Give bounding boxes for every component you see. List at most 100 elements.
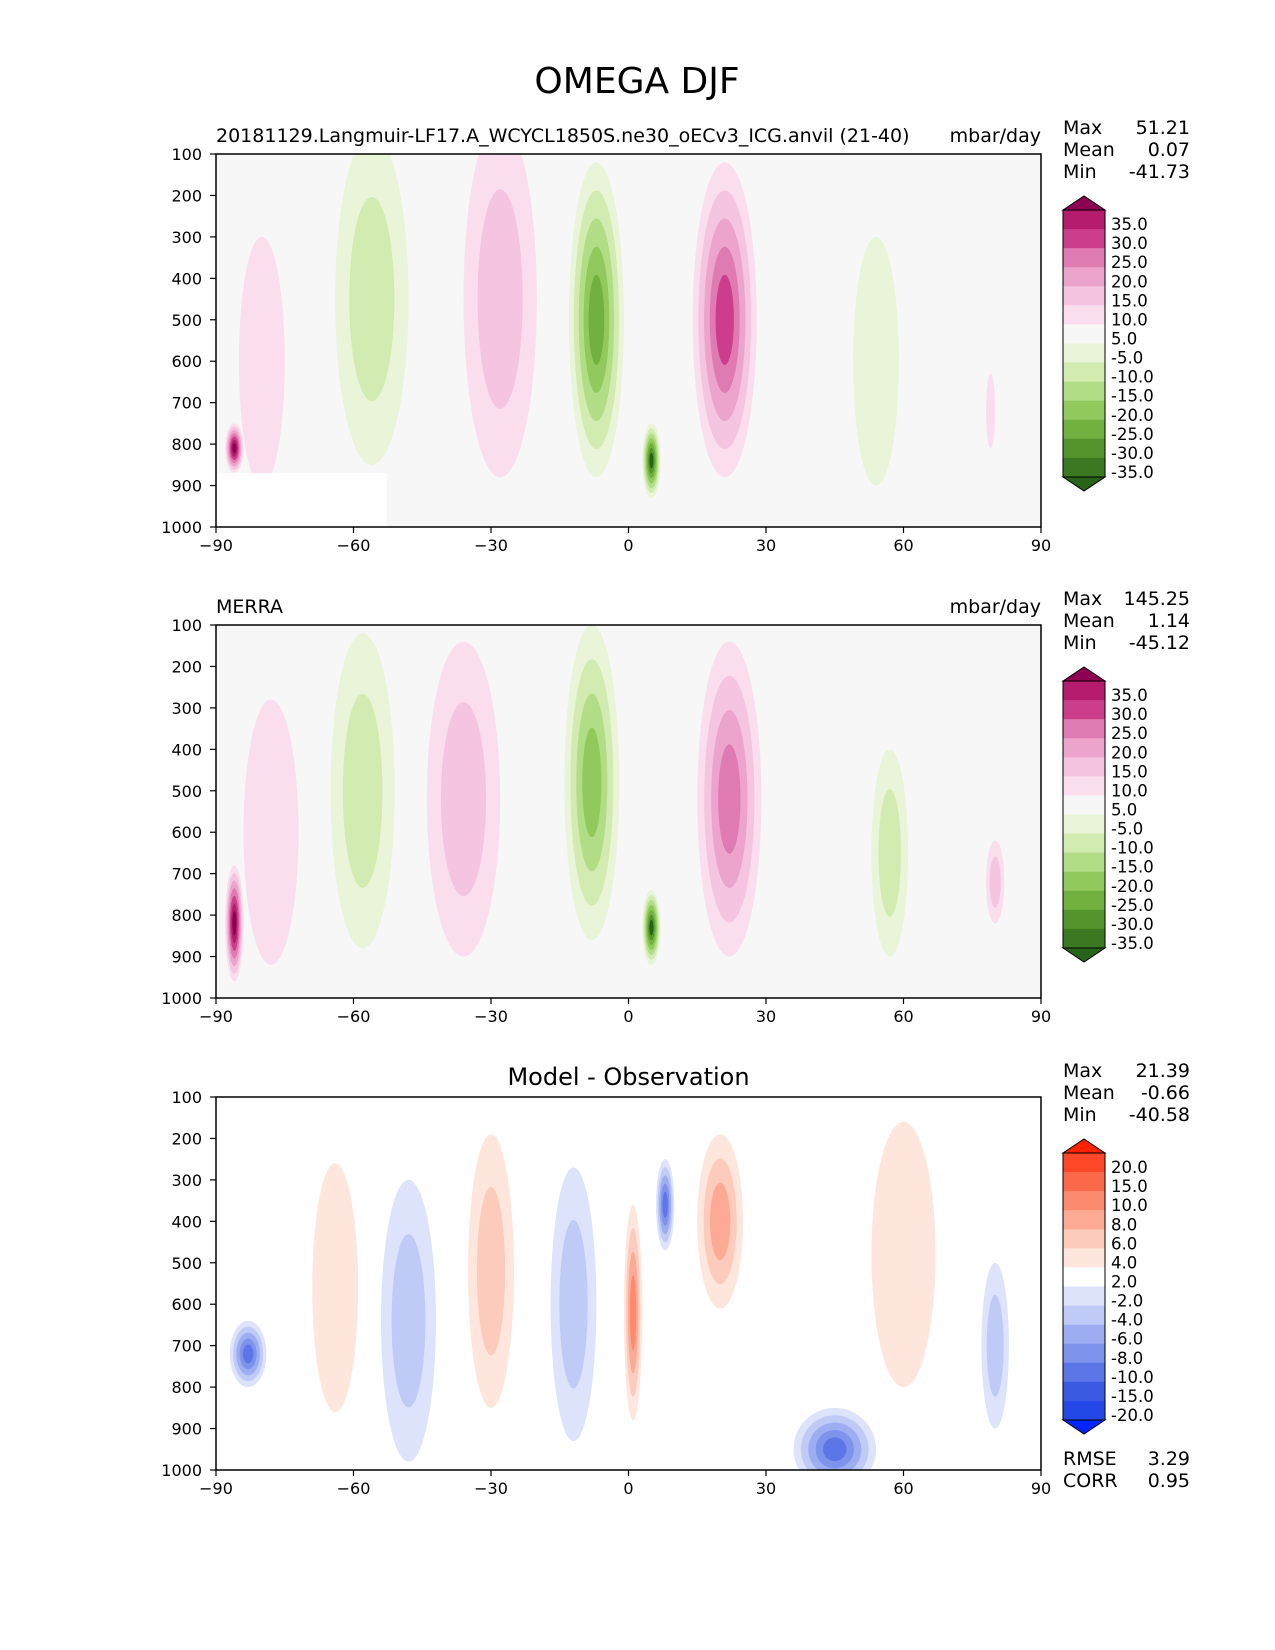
contour-band — [582, 727, 602, 838]
colorbar-label: -35.0 — [1111, 934, 1154, 953]
colorbar-label: -10.0 — [1111, 1368, 1154, 1387]
contour-band — [629, 1275, 637, 1350]
colorbar-label: -15.0 — [1111, 858, 1154, 877]
colorbar-label: 15.0 — [1111, 1177, 1148, 1196]
y-tick-label: 500 — [171, 782, 202, 801]
colorbar-label: 25.0 — [1111, 724, 1148, 743]
colorbar-swatch — [1063, 700, 1105, 720]
colorbar-label: 6.0 — [1111, 1234, 1137, 1253]
colorbar-label: -15.0 — [1111, 1387, 1154, 1406]
x-tick-label: 90 — [1031, 536, 1051, 555]
colorbar-label: -4.0 — [1111, 1311, 1143, 1330]
figure-title: OMEGA DJF — [534, 61, 739, 102]
stat-value-min: -41.73 — [1129, 161, 1190, 183]
y-tick-label: 700 — [171, 394, 202, 413]
colorbar-swatch — [1063, 400, 1105, 421]
x-tick-label: 0 — [623, 1479, 633, 1498]
x-tick-label: 30 — [756, 1007, 776, 1026]
colorbar-swatch — [1063, 738, 1105, 758]
x-tick-label: −60 — [337, 1007, 371, 1026]
colorbar-swatch — [1063, 852, 1105, 873]
contour-band — [649, 452, 654, 469]
contour-band — [718, 744, 741, 854]
contour-band — [476, 1186, 506, 1356]
colorbar-swatch — [1063, 681, 1105, 701]
colorbar-frame — [1062, 209, 1106, 478]
colorbar-label: 35.0 — [1111, 686, 1148, 705]
y-tick-label: 200 — [171, 657, 202, 676]
contour-field — [217, 1121, 1009, 1470]
colorbar-swatch — [1063, 795, 1105, 815]
y-tick-label: 800 — [171, 906, 202, 925]
contour-band — [232, 911, 237, 936]
x-tick-label: 0 — [623, 1007, 633, 1026]
contour-band — [440, 702, 487, 896]
y-tick-label: 100 — [171, 616, 202, 635]
colorbar-label: 30.0 — [1111, 705, 1148, 724]
contour-band — [878, 789, 902, 917]
colorbar-label: 20.0 — [1111, 272, 1148, 291]
colorbar-label: -5.0 — [1111, 349, 1143, 368]
colorbar-label: -10.0 — [1111, 368, 1154, 387]
colorbar-label: 2.0 — [1111, 1273, 1137, 1292]
colorbar-swatch — [1063, 1153, 1105, 1173]
y-tick-label: 1000 — [161, 989, 202, 1008]
colorbar-label: 10.0 — [1111, 310, 1148, 329]
x-tick-label: 30 — [756, 536, 776, 555]
masked-region — [217, 473, 387, 527]
colorbar-label: 35.0 — [1111, 215, 1148, 234]
colorbar-swatch — [1063, 890, 1105, 911]
x-tick-label: 60 — [893, 536, 913, 555]
colorbar-swatch — [1063, 1362, 1105, 1383]
contour-field — [225, 625, 1005, 982]
colorbar-swatch — [1063, 1248, 1105, 1268]
contour-band — [559, 1220, 588, 1389]
stat-value-max: 51.21 — [1136, 117, 1190, 139]
colorbar-swatch — [1063, 457, 1105, 478]
colorbar-label: -6.0 — [1111, 1330, 1143, 1349]
colorbar-label: -20.0 — [1111, 877, 1154, 896]
x-tick-label: −30 — [474, 536, 508, 555]
colorbar-swatch — [1063, 229, 1105, 249]
x-tick-label: −90 — [199, 1479, 233, 1498]
colorbar-label: -20.0 — [1111, 1406, 1154, 1425]
colorbar-label: 20.0 — [1111, 743, 1148, 762]
stat-label: Max — [1063, 1060, 1102, 1082]
y-tick-label: 900 — [171, 948, 202, 967]
y-tick-label: 400 — [171, 269, 202, 288]
colorbar-swatch — [1063, 305, 1105, 325]
contour-band — [662, 1191, 668, 1218]
y-tick-label: 500 — [171, 1254, 202, 1273]
stat-label: Min — [1063, 161, 1097, 183]
colorbar-label: 5.0 — [1111, 801, 1137, 820]
stat-value-mean: 0.07 — [1148, 139, 1190, 161]
colorbar-swatch — [1063, 267, 1105, 287]
colorbar-swatch — [1063, 1400, 1105, 1421]
colorbar-swatch — [1063, 928, 1105, 949]
colorbar-extend-bottom — [1061, 476, 1107, 492]
colorbar-extend-top — [1061, 195, 1107, 211]
colorbar-swatch — [1063, 814, 1105, 835]
contour-band — [477, 189, 523, 409]
y-tick-label: 500 — [171, 311, 202, 330]
masked-region — [217, 1416, 387, 1470]
stat-label: Min — [1063, 632, 1097, 654]
contour-band — [312, 1163, 359, 1412]
colorbar-swatch — [1063, 833, 1105, 854]
contour-band — [342, 693, 383, 888]
colorbar-extend-bottom — [1061, 947, 1107, 963]
contour-band — [871, 1121, 936, 1388]
colorbar-label: -8.0 — [1111, 1349, 1143, 1368]
y-tick-label: 900 — [171, 1420, 202, 1439]
y-tick-label: 400 — [171, 740, 202, 759]
x-tick-label: 90 — [1031, 1007, 1051, 1026]
stat-value-min: -40.58 — [1129, 1104, 1190, 1126]
stat-label: Mean — [1063, 1082, 1115, 1104]
y-tick-label: 100 — [171, 145, 202, 164]
stat-value-max: 21.39 — [1136, 1060, 1190, 1082]
stat-label: Min — [1063, 1104, 1097, 1126]
contour-band — [349, 197, 395, 402]
